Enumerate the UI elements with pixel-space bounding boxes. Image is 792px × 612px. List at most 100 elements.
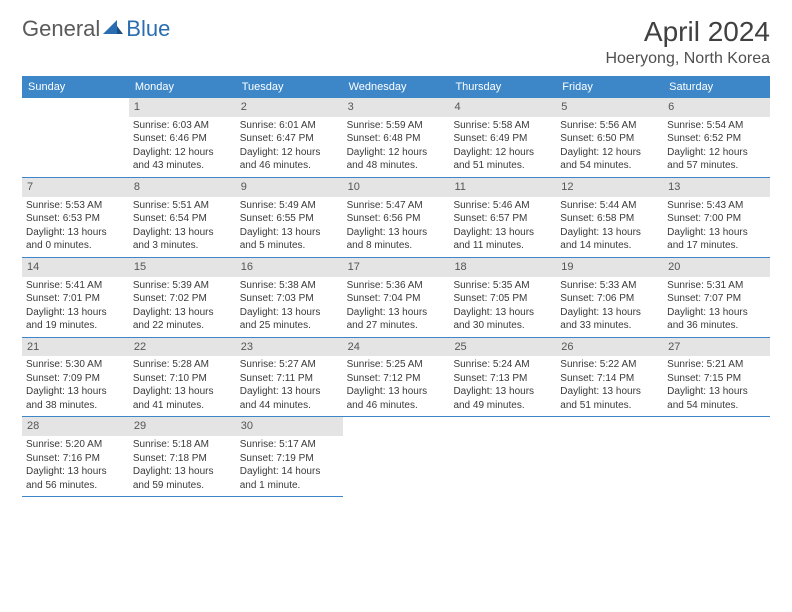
sunset-line: Sunset: 7:14 PM xyxy=(560,372,659,386)
daylight-line: Daylight: 13 hours and 27 minutes. xyxy=(347,306,446,333)
day-body: Sunrise: 6:03 AMSunset: 6:46 PMDaylight:… xyxy=(129,117,236,177)
sunset-line: Sunset: 6:53 PM xyxy=(26,212,125,226)
sunset-line: Sunset: 6:48 PM xyxy=(347,132,446,146)
day-body: Sunrise: 5:18 AMSunset: 7:18 PMDaylight:… xyxy=(129,436,236,496)
sunrise-line: Sunrise: 5:51 AM xyxy=(133,199,232,213)
sunrise-line: Sunrise: 5:18 AM xyxy=(133,438,232,452)
daylight-line: Daylight: 13 hours and 56 minutes. xyxy=(26,465,125,492)
day-body: Sunrise: 5:27 AMSunset: 7:11 PMDaylight:… xyxy=(236,356,343,416)
day-cell: 23Sunrise: 5:27 AMSunset: 7:11 PMDayligh… xyxy=(236,338,343,417)
sunrise-line: Sunrise: 5:39 AM xyxy=(133,279,232,293)
day-number: 26 xyxy=(556,338,663,357)
sunset-line: Sunset: 7:12 PM xyxy=(347,372,446,386)
day-cell: 7Sunrise: 5:53 AMSunset: 6:53 PMDaylight… xyxy=(22,178,129,257)
sunrise-line: Sunrise: 5:35 AM xyxy=(453,279,552,293)
daylight-line: Daylight: 12 hours and 54 minutes. xyxy=(560,146,659,173)
day-cell: 29Sunrise: 5:18 AMSunset: 7:18 PMDayligh… xyxy=(129,417,236,497)
day-body: Sunrise: 5:53 AMSunset: 6:53 PMDaylight:… xyxy=(22,197,129,257)
logo-text-blue: Blue xyxy=(126,16,170,42)
daylight-line: Daylight: 13 hours and 14 minutes. xyxy=(560,226,659,253)
sunset-line: Sunset: 7:07 PM xyxy=(667,292,766,306)
sunrise-line: Sunrise: 5:54 AM xyxy=(667,119,766,133)
day-number: 27 xyxy=(663,338,770,357)
day-header: Thursday xyxy=(449,76,556,98)
sunset-line: Sunset: 7:01 PM xyxy=(26,292,125,306)
day-body: Sunrise: 5:43 AMSunset: 7:00 PMDaylight:… xyxy=(663,197,770,257)
sunrise-line: Sunrise: 5:25 AM xyxy=(347,358,446,372)
location-label: Hoeryong, North Korea xyxy=(605,50,770,68)
sunrise-line: Sunrise: 5:59 AM xyxy=(347,119,446,133)
day-header: Friday xyxy=(556,76,663,98)
day-number: 9 xyxy=(236,178,343,197)
sunrise-line: Sunrise: 5:33 AM xyxy=(560,279,659,293)
day-number: 11 xyxy=(449,178,556,197)
day-number: 18 xyxy=(449,258,556,277)
day-number: 23 xyxy=(236,338,343,357)
day-number: 4 xyxy=(449,98,556,117)
sunrise-line: Sunrise: 5:28 AM xyxy=(133,358,232,372)
week-row: 14Sunrise: 5:41 AMSunset: 7:01 PMDayligh… xyxy=(22,258,770,338)
day-cell: 15Sunrise: 5:39 AMSunset: 7:02 PMDayligh… xyxy=(129,258,236,337)
day-body: Sunrise: 5:54 AMSunset: 6:52 PMDaylight:… xyxy=(663,117,770,177)
day-headers-row: SundayMondayTuesdayWednesdayThursdayFrid… xyxy=(22,76,770,98)
day-cell: 13Sunrise: 5:43 AMSunset: 7:00 PMDayligh… xyxy=(663,178,770,257)
day-cell: 18Sunrise: 5:35 AMSunset: 7:05 PMDayligh… xyxy=(449,258,556,337)
sunset-line: Sunset: 6:55 PM xyxy=(240,212,339,226)
sunset-line: Sunset: 7:15 PM xyxy=(667,372,766,386)
day-cell: 21Sunrise: 5:30 AMSunset: 7:09 PMDayligh… xyxy=(22,338,129,417)
day-header: Saturday xyxy=(663,76,770,98)
day-body: Sunrise: 5:22 AMSunset: 7:14 PMDaylight:… xyxy=(556,356,663,416)
week-row: 21Sunrise: 5:30 AMSunset: 7:09 PMDayligh… xyxy=(22,338,770,418)
day-cell: 1Sunrise: 6:03 AMSunset: 6:46 PMDaylight… xyxy=(129,98,236,177)
sunset-line: Sunset: 6:49 PM xyxy=(453,132,552,146)
sunrise-line: Sunrise: 5:49 AM xyxy=(240,199,339,213)
day-cell: 27Sunrise: 5:21 AMSunset: 7:15 PMDayligh… xyxy=(663,338,770,417)
day-header: Wednesday xyxy=(343,76,450,98)
day-body: Sunrise: 5:36 AMSunset: 7:04 PMDaylight:… xyxy=(343,277,450,337)
day-body: Sunrise: 5:59 AMSunset: 6:48 PMDaylight:… xyxy=(343,117,450,177)
sunrise-line: Sunrise: 5:27 AM xyxy=(240,358,339,372)
day-body: Sunrise: 5:41 AMSunset: 7:01 PMDaylight:… xyxy=(22,277,129,337)
day-number: 24 xyxy=(343,338,450,357)
logo-triangle-icon xyxy=(103,18,123,41)
sunrise-line: Sunrise: 5:47 AM xyxy=(347,199,446,213)
daylight-line: Daylight: 13 hours and 46 minutes. xyxy=(347,385,446,412)
daylight-line: Daylight: 13 hours and 33 minutes. xyxy=(560,306,659,333)
day-cell: 16Sunrise: 5:38 AMSunset: 7:03 PMDayligh… xyxy=(236,258,343,337)
sunset-line: Sunset: 7:13 PM xyxy=(453,372,552,386)
day-body: Sunrise: 5:25 AMSunset: 7:12 PMDaylight:… xyxy=(343,356,450,416)
day-number: 1 xyxy=(129,98,236,117)
daylight-line: Daylight: 12 hours and 48 minutes. xyxy=(347,146,446,173)
day-body: Sunrise: 5:31 AMSunset: 7:07 PMDaylight:… xyxy=(663,277,770,337)
day-body: Sunrise: 5:20 AMSunset: 7:16 PMDaylight:… xyxy=(22,436,129,496)
sunset-line: Sunset: 7:11 PM xyxy=(240,372,339,386)
day-header: Monday xyxy=(129,76,236,98)
daylight-line: Daylight: 13 hours and 44 minutes. xyxy=(240,385,339,412)
sunrise-line: Sunrise: 5:56 AM xyxy=(560,119,659,133)
day-body: Sunrise: 5:17 AMSunset: 7:19 PMDaylight:… xyxy=(236,436,343,496)
day-number: 14 xyxy=(22,258,129,277)
day-body: Sunrise: 5:28 AMSunset: 7:10 PMDaylight:… xyxy=(129,356,236,416)
sunset-line: Sunset: 6:54 PM xyxy=(133,212,232,226)
sunrise-line: Sunrise: 5:31 AM xyxy=(667,279,766,293)
empty-cell xyxy=(343,417,450,497)
sunrise-line: Sunrise: 5:20 AM xyxy=(26,438,125,452)
day-body: Sunrise: 5:49 AMSunset: 6:55 PMDaylight:… xyxy=(236,197,343,257)
sunset-line: Sunset: 7:10 PM xyxy=(133,372,232,386)
sunrise-line: Sunrise: 5:58 AM xyxy=(453,119,552,133)
daylight-line: Daylight: 13 hours and 36 minutes. xyxy=(667,306,766,333)
day-cell: 14Sunrise: 5:41 AMSunset: 7:01 PMDayligh… xyxy=(22,258,129,337)
sunrise-line: Sunrise: 5:44 AM xyxy=(560,199,659,213)
daylight-line: Daylight: 12 hours and 46 minutes. xyxy=(240,146,339,173)
sunrise-line: Sunrise: 5:24 AM xyxy=(453,358,552,372)
sunset-line: Sunset: 7:03 PM xyxy=(240,292,339,306)
sunset-line: Sunset: 7:19 PM xyxy=(240,452,339,466)
daylight-line: Daylight: 13 hours and 49 minutes. xyxy=(453,385,552,412)
week-row: 7Sunrise: 5:53 AMSunset: 6:53 PMDaylight… xyxy=(22,178,770,258)
day-number: 25 xyxy=(449,338,556,357)
day-number: 8 xyxy=(129,178,236,197)
sunrise-line: Sunrise: 5:21 AM xyxy=(667,358,766,372)
sunset-line: Sunset: 6:50 PM xyxy=(560,132,659,146)
daylight-line: Daylight: 13 hours and 54 minutes. xyxy=(667,385,766,412)
daylight-line: Daylight: 12 hours and 51 minutes. xyxy=(453,146,552,173)
